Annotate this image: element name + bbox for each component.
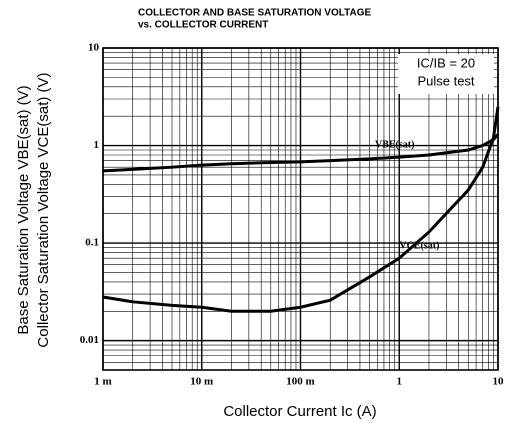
- y-tick-label: 0.01: [80, 334, 99, 346]
- y-tick-label: 1: [94, 139, 100, 151]
- x-axis-label: Collector Current Ic (A): [223, 403, 376, 420]
- series-line: [102, 133, 500, 173]
- x-tick-label: 1 m: [94, 376, 111, 388]
- y-axis-label: Collector Saturation Voltage VCE(sat) (V…: [35, 72, 52, 347]
- annotation-box: [398, 54, 494, 94]
- series-line: [102, 106, 500, 313]
- annotation: IC/IB = 20: [417, 55, 475, 70]
- y-axis-label: Base Saturation Voltage VBE(sat) (V): [15, 85, 32, 334]
- y-tick-label: 0.1: [85, 237, 99, 249]
- x-tick-label: 10: [493, 376, 505, 388]
- series-label: VCE(sat): [399, 240, 439, 251]
- chart-title: COLLECTOR AND BASE SATURATION VOLTAGE: [138, 8, 371, 19]
- annotation: Pulse test: [417, 73, 474, 88]
- chart-subtitle: vs. COLLECTOR CURRENT: [138, 20, 268, 31]
- y-tick-label: 10: [88, 42, 100, 54]
- x-tick-label: 100 m: [286, 376, 314, 388]
- series-label: VBE(sat): [375, 139, 414, 150]
- x-tick-label: 10 m: [190, 376, 213, 388]
- x-tick-label: 1: [397, 376, 403, 388]
- plot-frame: [102, 47, 499, 371]
